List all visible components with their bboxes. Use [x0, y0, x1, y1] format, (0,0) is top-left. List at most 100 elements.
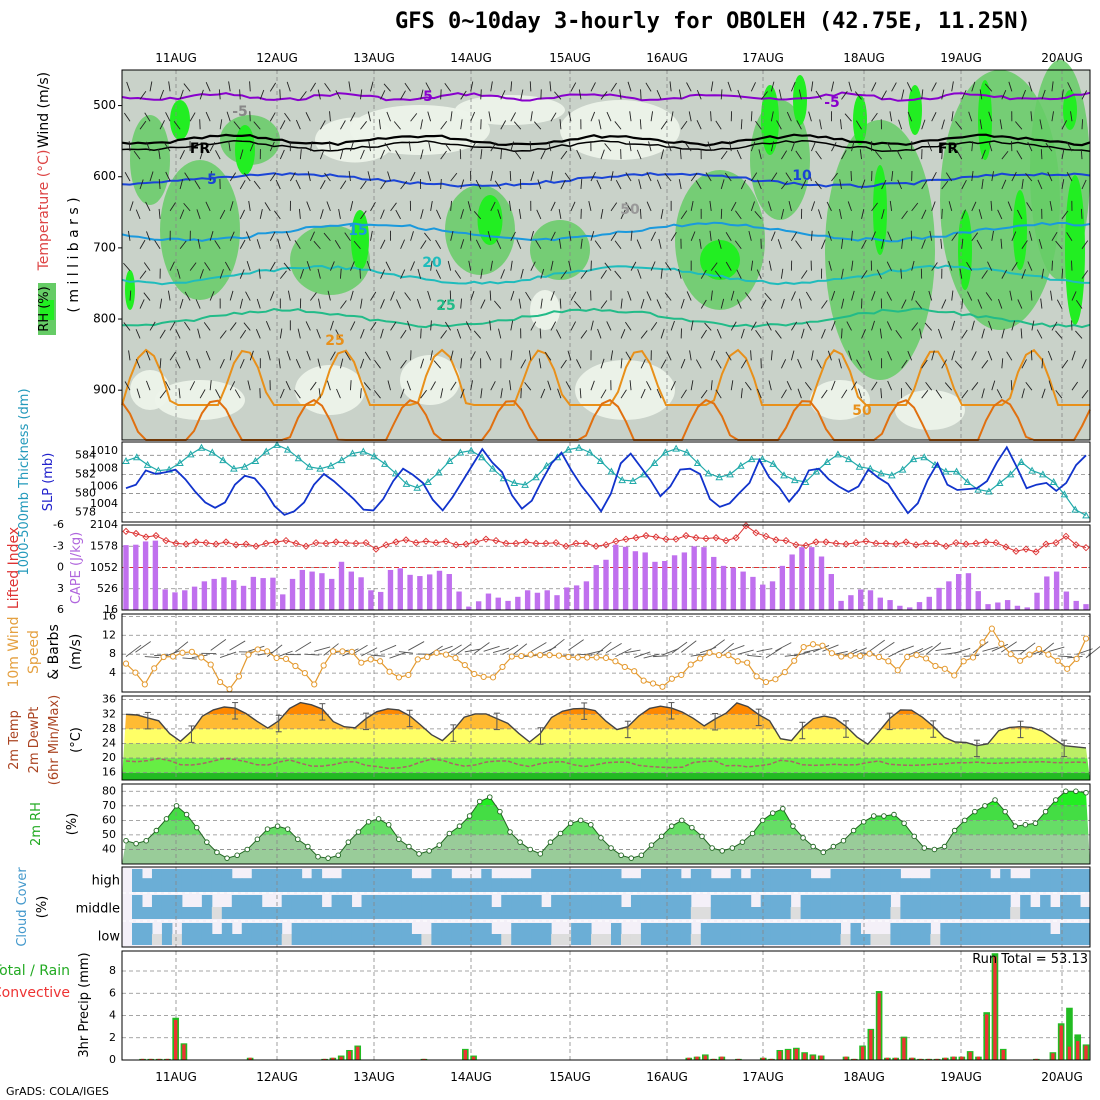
lifted-index-point — [852, 539, 860, 547]
lifted-index-point — [1082, 544, 1090, 552]
wind-barb — [169, 202, 176, 212]
wind-barb — [326, 201, 331, 212]
wind-barb — [360, 388, 362, 399]
wind-barb — [794, 651, 811, 657]
rh-point — [214, 849, 220, 856]
wind-barb — [145, 201, 151, 212]
cloud-cell — [501, 878, 512, 892]
precip-convective-bar — [1051, 1053, 1055, 1060]
wind-barb — [430, 200, 433, 211]
wind-barb — [172, 641, 189, 655]
wind-barb — [197, 328, 201, 339]
cloud-cell — [421, 878, 432, 892]
lifted-index-point — [1002, 543, 1010, 551]
precip-convective-bar — [1034, 1058, 1038, 1060]
lifted-index-point — [782, 536, 790, 545]
wind-barb — [360, 149, 365, 160]
wind-barb — [715, 359, 722, 369]
wind-barb — [490, 381, 496, 391]
wind-barb — [136, 388, 141, 399]
cloud-cell — [1050, 934, 1061, 945]
run-total-label: Run Total = 53.13 — [972, 952, 1088, 967]
thickness-point — [758, 455, 767, 463]
wind-barb — [490, 201, 496, 212]
wind-barb — [696, 89, 702, 100]
wind-barb — [173, 120, 181, 130]
wind-barb — [1001, 150, 1009, 160]
wind-barb — [901, 89, 905, 100]
cloud-cell — [481, 923, 492, 945]
thickness-point — [585, 448, 594, 456]
cloud-cell — [780, 923, 792, 945]
saturated-air-patch — [477, 195, 503, 245]
lifted-index-point — [682, 531, 690, 540]
wind-barb — [400, 388, 405, 399]
wind-barb — [871, 82, 877, 92]
wind-barb — [758, 149, 762, 160]
cloud-cell — [850, 869, 861, 892]
cloud-cell — [890, 923, 901, 945]
wind-barb — [550, 112, 557, 122]
wind-barb — [660, 359, 667, 369]
cloud-cell — [650, 895, 662, 919]
cloud-cell — [261, 869, 273, 892]
wind-barb — [889, 200, 893, 211]
thickness-point — [877, 469, 885, 477]
wind-barb — [286, 81, 291, 92]
wind-barb — [205, 350, 211, 361]
cloud-cell — [381, 923, 392, 945]
thickness-point — [434, 468, 443, 476]
millibars-axis-label: ( m i l l i b a r s ) — [66, 197, 82, 312]
wind-barb — [696, 119, 702, 130]
wind-barb — [871, 381, 878, 391]
thickness-point — [736, 461, 745, 469]
wind-barb — [269, 231, 276, 241]
wind-barb — [1028, 230, 1033, 241]
wind-barb — [636, 239, 642, 249]
wind-barb — [285, 231, 291, 241]
thickness-point — [553, 453, 562, 461]
wind-barb — [1081, 90, 1088, 100]
cape-bar — [133, 544, 139, 610]
thickness-point — [478, 453, 486, 461]
cloud-cell — [750, 907, 762, 919]
rh-point — [476, 798, 483, 805]
wind-barb — [725, 231, 732, 242]
date-label-bottom: 16AUG — [646, 1070, 688, 1084]
lifted-index-point — [722, 536, 730, 545]
rh-point — [800, 835, 806, 841]
wind-speed-point — [762, 678, 770, 686]
wind-barb — [529, 141, 532, 152]
wind-barb — [386, 350, 391, 361]
cape-bar — [221, 577, 227, 610]
thickness-point — [855, 462, 864, 470]
precip-convective-bar — [976, 1056, 981, 1060]
wind-barb — [535, 240, 542, 250]
cloud-cell — [561, 895, 572, 919]
wind-barb — [447, 260, 452, 271]
wind-barb — [876, 269, 882, 279]
wind-barb — [988, 141, 993, 152]
wind-barb — [653, 655, 669, 658]
wind-barb — [858, 388, 862, 399]
wind-barb — [709, 230, 712, 241]
wind-barb — [313, 240, 321, 250]
panel-frame — [121, 783, 1091, 865]
wind-barb — [1036, 329, 1043, 339]
thickness-tick-label: 582 — [75, 467, 96, 480]
wind-barb — [406, 380, 412, 391]
contour-label: 50 — [852, 403, 872, 419]
cloud-cell — [760, 895, 772, 919]
wind-barb — [1081, 240, 1089, 250]
wind-barb — [660, 328, 665, 339]
wind-barb — [1008, 81, 1013, 92]
wind-barb — [886, 321, 893, 331]
wind-barb — [737, 89, 742, 100]
wind-barb — [976, 239, 983, 249]
wind-barb — [360, 210, 367, 220]
lifted-index-point — [632, 534, 640, 542]
wind-barb — [205, 82, 211, 92]
wind-barb — [450, 172, 458, 182]
wind-barb — [169, 351, 176, 361]
wind-barb — [720, 89, 723, 100]
